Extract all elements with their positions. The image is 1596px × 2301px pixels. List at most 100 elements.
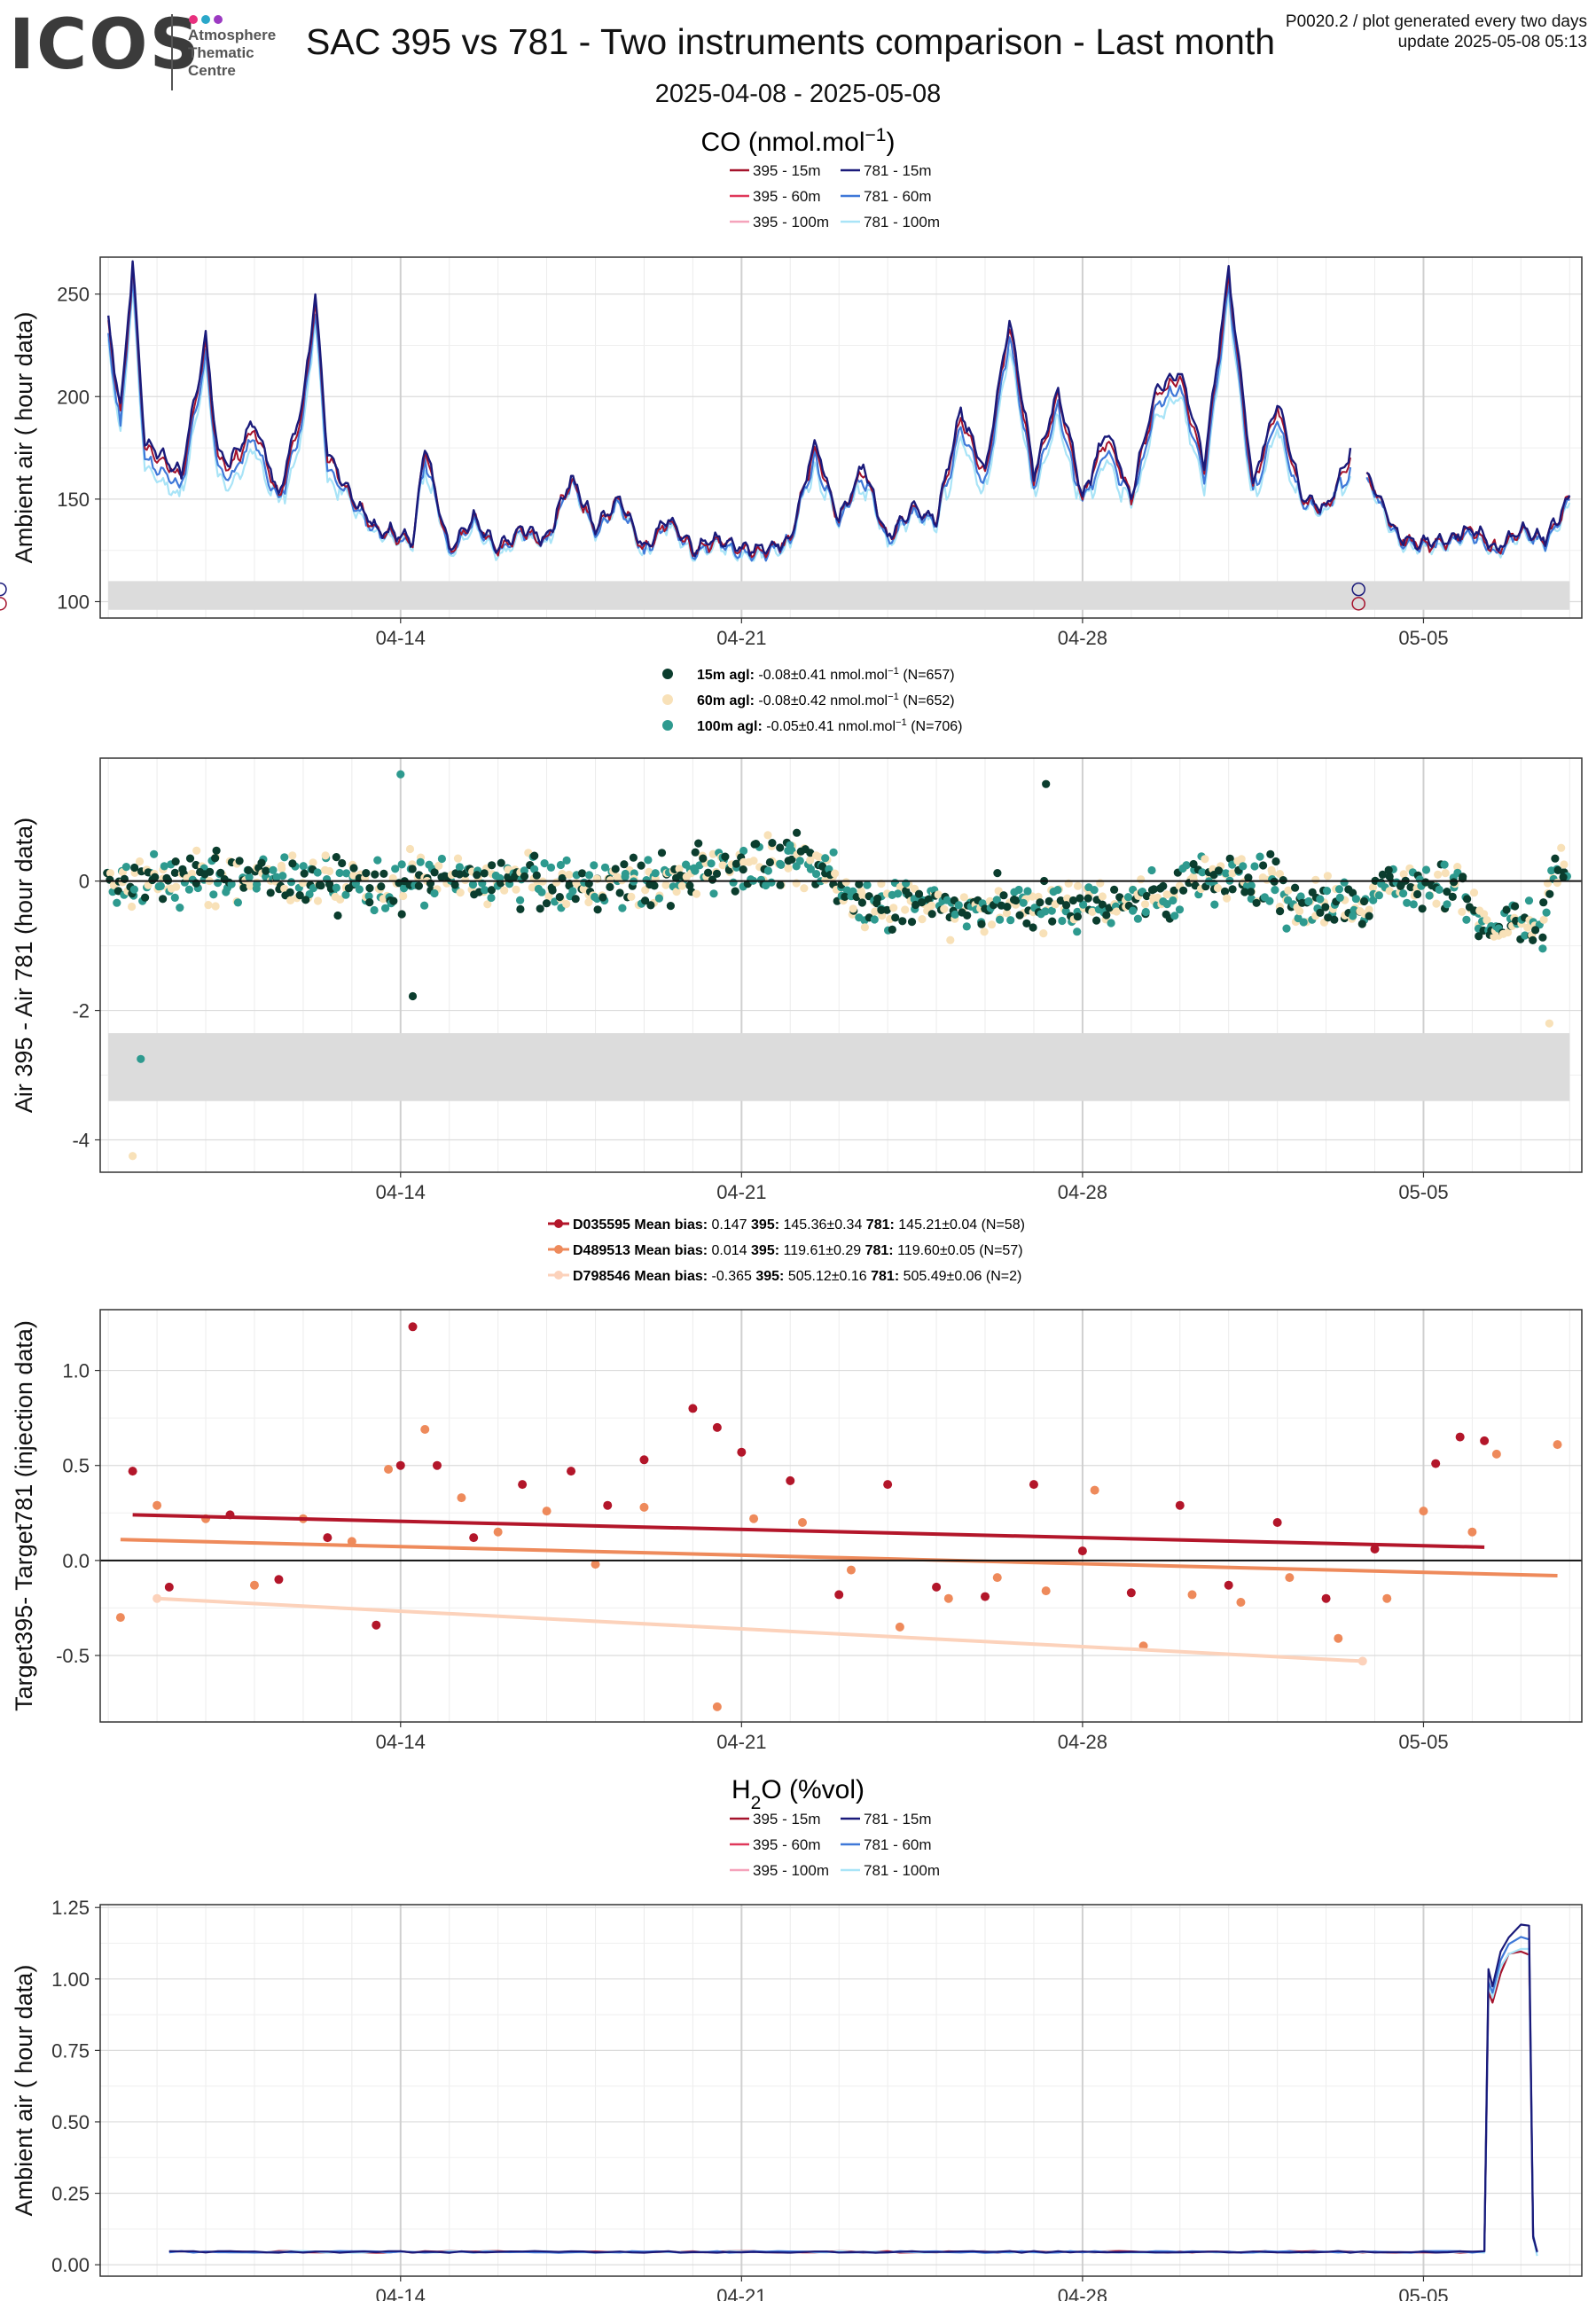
point-15m	[379, 869, 388, 879]
point-15m	[787, 855, 796, 864]
point-15m	[1115, 893, 1124, 902]
point-15m	[235, 857, 244, 865]
point-15m	[765, 857, 775, 867]
point-100m	[600, 863, 610, 872]
point-100m	[391, 865, 400, 873]
point-100m	[863, 880, 872, 889]
target-point	[639, 1502, 649, 1512]
point-15m	[397, 910, 406, 919]
point-60m	[336, 895, 345, 904]
point-100m	[253, 880, 262, 889]
target-point	[1224, 1580, 1233, 1590]
logo-dot-pink	[189, 15, 198, 24]
point-15m	[1244, 873, 1253, 882]
target-point	[128, 1467, 137, 1476]
target-point	[1175, 1500, 1185, 1510]
point-15m	[1321, 903, 1330, 912]
point-15m	[414, 881, 423, 890]
point-60m	[849, 904, 857, 913]
point-15m	[1330, 915, 1339, 924]
legend-label: 395 - 60m	[753, 188, 821, 205]
point-15m	[691, 848, 700, 857]
point-100m	[1322, 887, 1332, 896]
point-60m	[940, 904, 949, 913]
point-15m	[1279, 876, 1287, 885]
point-15m	[516, 904, 525, 913]
point-60m	[1213, 883, 1223, 893]
legend-label: 395 - 100m	[753, 1862, 829, 1879]
point-100m	[1147, 865, 1156, 875]
point-15m	[159, 895, 168, 904]
legend-label: D798546 Mean bias: -0.365 395: 505.12±0.…	[573, 1269, 1021, 1284]
point-100m	[651, 869, 660, 878]
point-60m	[749, 857, 758, 865]
target-point	[1285, 1573, 1295, 1583]
point-15m	[1240, 888, 1249, 896]
point-100m	[621, 869, 630, 879]
outlier-point	[137, 1054, 145, 1063]
y-tick-label: 0.5	[62, 1455, 90, 1477]
point-100m	[1265, 896, 1274, 905]
point-60m	[1074, 881, 1083, 890]
point-100m	[245, 873, 254, 881]
x-tick-label: 04-28	[1058, 2285, 1107, 2301]
point-100m	[227, 880, 236, 888]
point-100m	[1169, 896, 1177, 905]
point-15m	[615, 888, 624, 897]
point-100m	[1182, 861, 1191, 870]
point-15m	[1189, 859, 1198, 869]
target-point	[249, 1580, 259, 1590]
point-60m	[860, 923, 870, 932]
point-100m	[894, 889, 903, 898]
point-100m	[184, 885, 193, 894]
y-tick-label: 0.75	[51, 2039, 90, 2062]
point-15m	[244, 865, 253, 875]
legend-label: 395 - 100m	[753, 214, 829, 231]
point-15m	[206, 867, 215, 876]
point-100m	[1316, 895, 1325, 904]
target-point	[834, 1590, 844, 1600]
point-100m	[767, 878, 776, 887]
target-point	[1382, 1593, 1392, 1603]
legend-label: 395 - 15m	[753, 1811, 821, 1827]
point-60m	[544, 892, 553, 901]
point-15m	[239, 883, 248, 892]
outlier-point	[396, 770, 405, 779]
point-15m	[171, 857, 180, 866]
point-60m	[325, 866, 334, 876]
point-60m	[987, 920, 997, 929]
point-60m	[1201, 855, 1209, 864]
legend-label: 781 - 100m	[864, 214, 940, 231]
legend: 395 - 15m 781 - 15m 395 - 60m 781 - 60m 395 …	[730, 1811, 940, 1879]
x-tick-label: 04-21	[716, 1181, 766, 1203]
target-point	[1090, 1485, 1099, 1495]
target-point	[895, 1622, 904, 1632]
point-100m	[1399, 889, 1408, 898]
trend-line	[156, 1596, 1363, 1663]
point-15m	[1551, 854, 1560, 863]
point-15m	[288, 859, 297, 868]
target-point	[567, 1467, 576, 1476]
point-60m	[1284, 886, 1293, 895]
point-60m	[1323, 872, 1332, 880]
point-100m	[1403, 898, 1412, 907]
point-100m	[455, 863, 465, 872]
point-15m	[1511, 902, 1520, 911]
point-100m	[1019, 898, 1028, 907]
point-60m	[1483, 916, 1491, 925]
legend-label: 60m agl: -0.08±0.42 nmol.mol−1 (N=652)	[697, 692, 955, 708]
point-100m	[313, 868, 322, 877]
point-100m	[420, 901, 429, 910]
point-15m	[317, 881, 325, 890]
outlier-point	[1042, 779, 1051, 788]
x-tick-label: 04-21	[716, 1731, 766, 1753]
point-60m	[800, 884, 809, 893]
point-60m	[1523, 923, 1532, 932]
point-60m	[1098, 892, 1107, 901]
point-15m	[130, 863, 139, 873]
point-100m	[1014, 885, 1023, 895]
point-100m	[520, 866, 529, 875]
point-15m	[1459, 873, 1467, 881]
point-15m	[852, 892, 861, 902]
